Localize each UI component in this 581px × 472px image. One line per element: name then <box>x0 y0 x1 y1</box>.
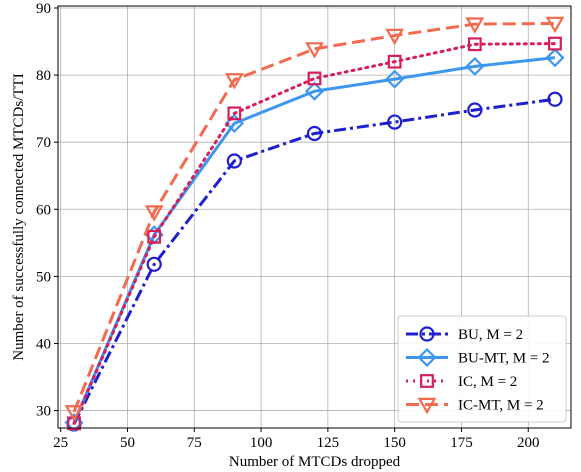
plot-frame <box>57 5 572 429</box>
data-point-ic <box>387 54 402 69</box>
x-tick-label: 175 <box>450 435 473 451</box>
x-tick-label: 150 <box>383 435 406 451</box>
legend-marker-bu <box>419 326 435 342</box>
data-point-ic-mt <box>465 17 485 34</box>
series-layer <box>64 16 565 433</box>
data-point-bu-mt <box>304 81 325 101</box>
legend-label-bu-mt: BU-MT, M = 2 <box>458 351 550 367</box>
legend-marker-ic <box>420 374 434 388</box>
grid-lines <box>58 6 571 428</box>
data-point-bu-mt <box>465 56 485 76</box>
y-tick-label: 50 <box>36 269 51 285</box>
legend-item-ic-mt: IC-MT, M = 2 <box>406 397 544 415</box>
x-tick-label: 200 <box>517 435 540 451</box>
x-tick-label: 50 <box>120 435 135 451</box>
y-tick-label: 30 <box>36 404 51 420</box>
legend: BU, M = 2 BU-MT, M = 2 IC, M = 2 IC-MT, M =… <box>397 315 567 423</box>
legend-marker-bu-mt <box>417 347 437 368</box>
series-ic-mt <box>64 16 565 422</box>
data-point-ic-mt <box>385 28 405 46</box>
data-point-ic <box>307 71 322 86</box>
legend-label-ic-mt: IC-MT, M = 2 <box>458 398 544 414</box>
data-point-bu <box>306 125 323 142</box>
legend-item-bu: BU, M = 2 <box>406 326 523 343</box>
data-point-bu <box>146 256 162 272</box>
data-point-bu <box>226 153 242 169</box>
legend-label-ic: IC, M = 2 <box>458 374 517 390</box>
legend-box <box>397 315 567 423</box>
legend-label-bu: BU, M = 2 <box>458 327 523 343</box>
x-tick-label: 25 <box>53 435 68 451</box>
y-axis-title: Number of successfully connected MTCDs/T… <box>11 73 27 360</box>
tick-layer: 25 50 75 100 125 150 175 200 30 40 50 60 70 80 90 <box>36 1 540 451</box>
data-point-ic <box>467 37 482 52</box>
data-point-ic-mt <box>305 42 324 59</box>
data-point-bu-mt <box>224 113 244 133</box>
y-tick-label: 80 <box>36 68 51 84</box>
data-point-bu <box>547 91 563 107</box>
y-tick-label: 40 <box>36 336 51 352</box>
data-point-bu <box>387 114 403 130</box>
x-tick-label: 125 <box>317 435 340 451</box>
data-point-ic-mt <box>144 205 164 222</box>
series-line-ic-mt <box>72 21 555 413</box>
y-tick-label: 70 <box>36 135 51 151</box>
data-point-ic-mt <box>224 73 244 90</box>
data-point-bu-mt <box>385 69 405 89</box>
x-tick-label: 100 <box>250 435 273 451</box>
plot-border <box>57 5 572 429</box>
data-point-ic <box>548 36 562 51</box>
x-axis-title: Number of MTCDs dropped <box>229 454 401 470</box>
y-tick-label: 90 <box>36 1 51 17</box>
y-tick-label: 60 <box>36 202 51 218</box>
data-point-bu-mt <box>545 48 565 68</box>
data-point-ic <box>147 229 162 244</box>
data-point-ic-mt <box>545 16 565 34</box>
series-line-ic <box>72 42 557 425</box>
legend-item-ic: IC, M = 2 <box>406 374 517 390</box>
series-line-bu <box>72 97 556 425</box>
x-tick-label: 75 <box>187 435 202 451</box>
data-point-bu <box>467 102 483 118</box>
data-point-ic <box>227 106 242 121</box>
data-point-ic-mt <box>64 405 84 422</box>
legend-marker-ic-mt <box>417 397 437 415</box>
legend-item-bu-mt: BU-MT, M = 2 <box>406 347 550 368</box>
